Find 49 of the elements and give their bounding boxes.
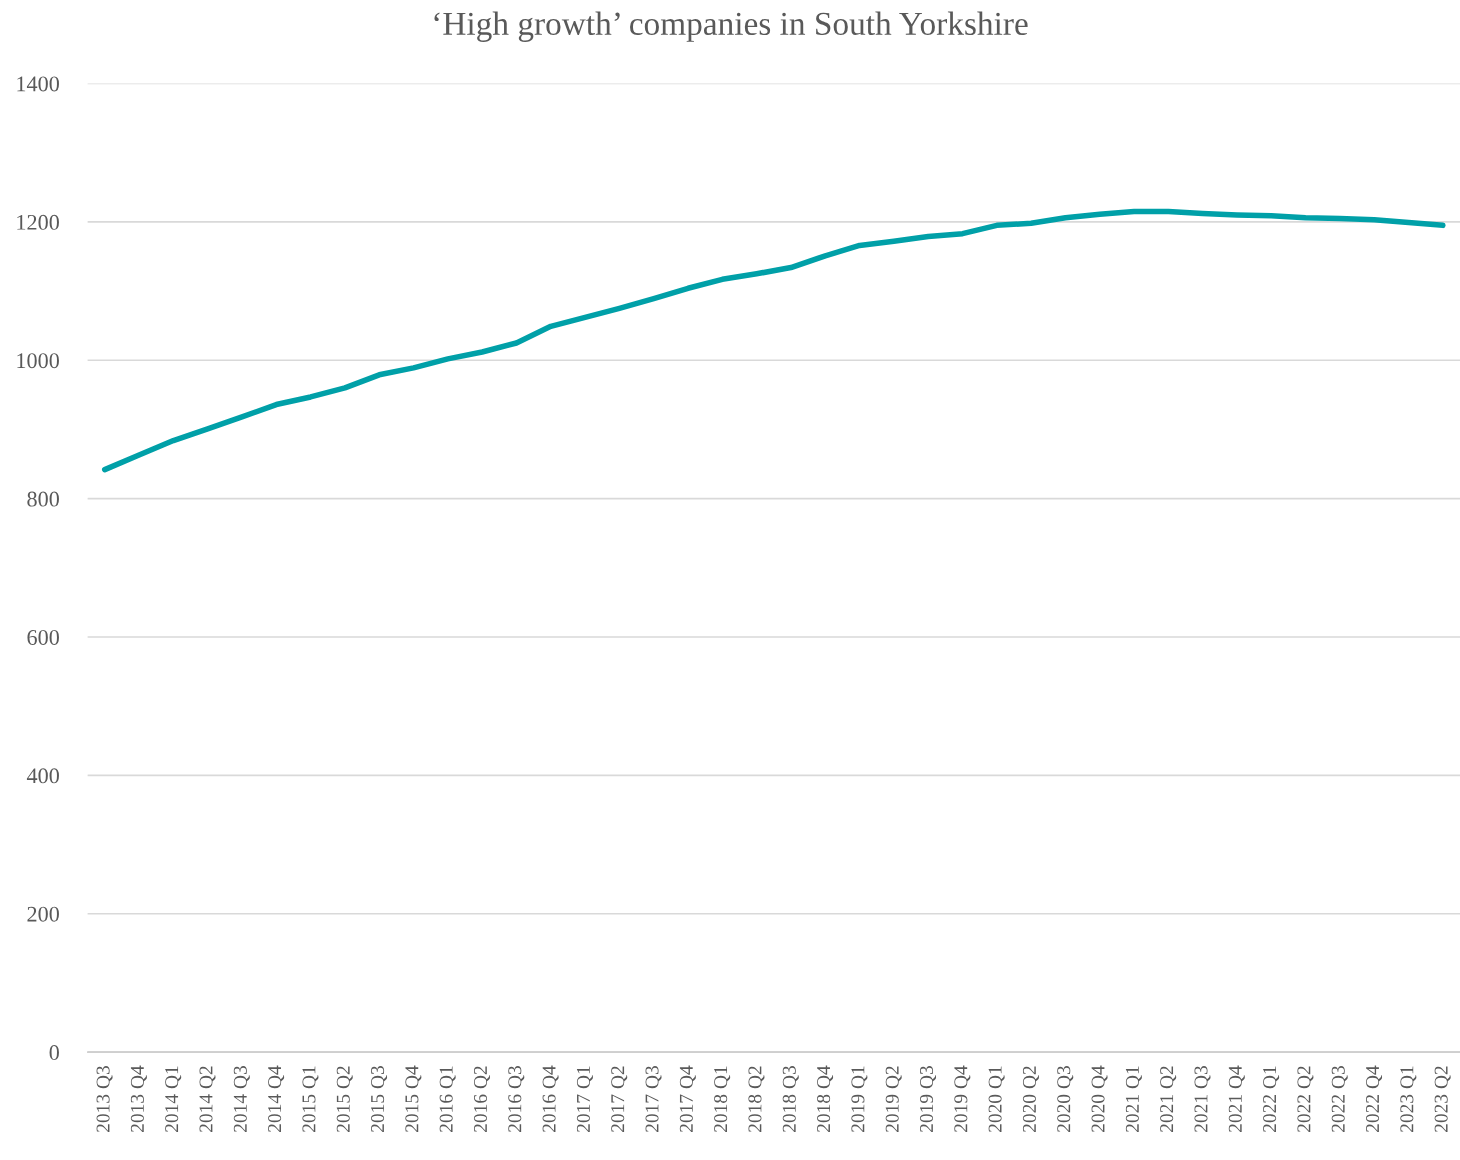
x-tick-label: 2021 Q1 bbox=[1125, 1066, 1142, 1132]
x-tick-label: 2022 Q1 bbox=[1263, 1066, 1280, 1132]
x-tick-label: 2015 Q4 bbox=[405, 1065, 422, 1132]
x-tick-label: 2016 Q4 bbox=[542, 1065, 559, 1132]
x-tick-label: 2021 Q4 bbox=[1228, 1065, 1245, 1132]
x-tick-label: 2017 Q3 bbox=[645, 1066, 662, 1132]
y-tick-label: 1200 bbox=[17, 214, 59, 230]
y-tick-label: 1400 bbox=[17, 76, 59, 92]
x-tick-label: 2020 Q3 bbox=[1057, 1066, 1074, 1132]
x-tick-label: 2014 Q2 bbox=[199, 1066, 216, 1132]
x-tick-label: 2020 Q2 bbox=[1022, 1066, 1039, 1132]
x-tick-label: 2013 Q4 bbox=[130, 1065, 147, 1132]
y-tick-label: 1000 bbox=[17, 353, 59, 369]
y-tick-label: 400 bbox=[26, 768, 59, 784]
x-tick-label: 2020 Q4 bbox=[1091, 1065, 1108, 1132]
x-tick-label: 2015 Q1 bbox=[302, 1066, 319, 1132]
x-tick-label: 2017 Q2 bbox=[611, 1066, 628, 1132]
x-tick-label: 2014 Q1 bbox=[165, 1066, 182, 1132]
x-tick-label: 2016 Q3 bbox=[508, 1066, 525, 1132]
x-tick-label: 2022 Q4 bbox=[1365, 1065, 1383, 1132]
y-tick-label: 600 bbox=[27, 629, 59, 645]
x-tick-label: 2022 Q2 bbox=[1297, 1066, 1314, 1132]
x-tick-label: 2021 Q2 bbox=[1160, 1066, 1177, 1132]
x-tick-label: 2014 Q4 bbox=[268, 1065, 285, 1132]
x-tick-label: 2016 Q2 bbox=[473, 1066, 490, 1132]
x-tick-label: 2021 Q3 bbox=[1194, 1066, 1211, 1132]
x-tick-label: 2019 Q3 bbox=[919, 1066, 937, 1132]
x-tick-label: 2014 Q3 bbox=[233, 1066, 250, 1132]
x-tick-label: 2019 Q4 bbox=[954, 1065, 971, 1132]
x-tick-label: 2013 Q3 bbox=[96, 1066, 113, 1132]
x-tick-label: 2015 Q3 bbox=[370, 1066, 388, 1132]
x-tick-label: 2016 Q1 bbox=[439, 1066, 456, 1132]
x-tick-label: 2017 Q1 bbox=[576, 1066, 593, 1132]
x-tick-label: 2020 Q1 bbox=[988, 1066, 1005, 1132]
x-tick-label: 2018 Q2 bbox=[748, 1066, 765, 1132]
x-tick-label: 2023 Q2 bbox=[1434, 1066, 1451, 1132]
y-tick-label: 200 bbox=[27, 906, 59, 922]
x-tick-label: 2022 Q3 bbox=[1331, 1066, 1348, 1132]
x-tick-label: 2023 Q1 bbox=[1400, 1066, 1417, 1132]
x-tick-label: 2017 Q4 bbox=[679, 1065, 696, 1132]
x-tick-label: 2019 Q2 bbox=[885, 1066, 902, 1132]
x-tick-label: 2018 Q1 bbox=[714, 1066, 731, 1132]
x-tick-label: 2018 Q3 bbox=[782, 1066, 799, 1132]
x-tick-label: 2018 Q4 bbox=[817, 1065, 834, 1132]
chart-title: ‘High growth’ companies in South Yorkshire bbox=[434, 11, 1028, 42]
x-tick-label: 2019 Q1 bbox=[851, 1066, 868, 1132]
x-tick-label: 2015 Q2 bbox=[336, 1066, 353, 1132]
y-tick-label: 0 bbox=[49, 1045, 59, 1061]
y-tick-label: 800 bbox=[27, 491, 59, 507]
